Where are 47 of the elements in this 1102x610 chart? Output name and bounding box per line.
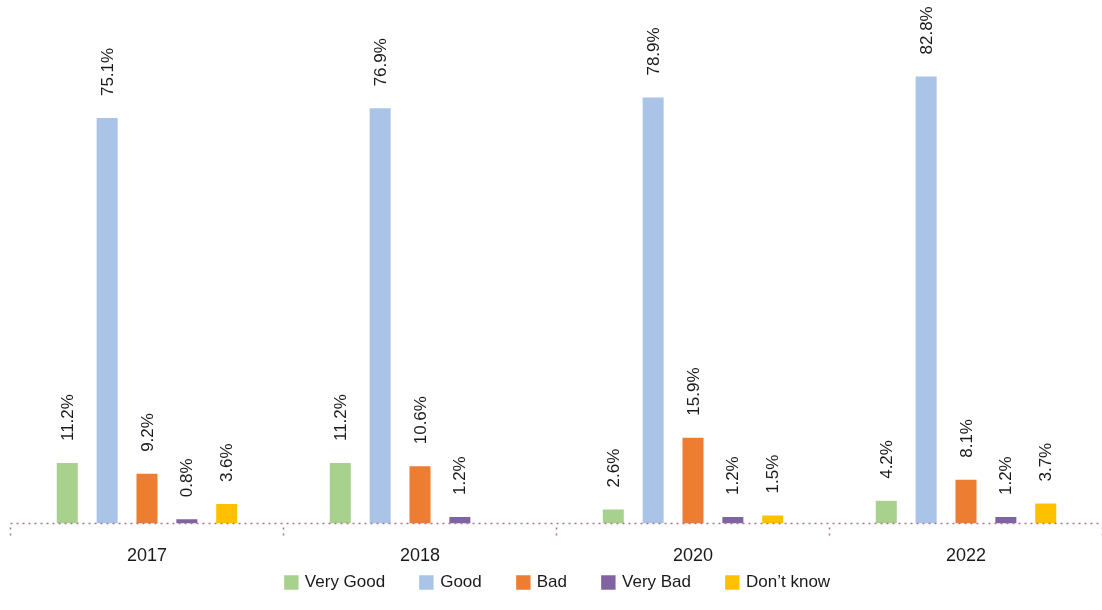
data-label: 78.9%: [643, 27, 663, 76]
data-label: 3.6%: [217, 443, 237, 483]
bar: [915, 76, 937, 524]
data-label: 15.9%: [683, 367, 703, 416]
legend-label: Very Bad: [622, 572, 692, 592]
data-label: 11.2%: [57, 394, 77, 442]
data-label: 82.8%: [916, 6, 936, 55]
bar: [449, 517, 471, 524]
bar: [56, 463, 78, 524]
bar: [762, 515, 784, 524]
bar: [329, 463, 351, 524]
data-label: 4.2%: [876, 440, 896, 479]
data-label: 2.6%: [603, 448, 623, 488]
data-label: 1.2%: [996, 456, 1016, 496]
data-label: 1.2%: [450, 456, 470, 496]
data-label: 10.6%: [410, 396, 430, 445]
legend-label: Bad: [536, 572, 568, 592]
bar: [602, 509, 624, 524]
bar: [96, 118, 118, 524]
bar: [1035, 503, 1057, 524]
data-label: 11.2%: [330, 394, 350, 442]
bar: [995, 517, 1017, 524]
legend-label: Good: [440, 572, 482, 592]
bar: [875, 500, 897, 524]
x-tick-label: 2017: [126, 544, 168, 565]
bar: [955, 479, 977, 524]
legend-label: Very Good: [304, 572, 386, 592]
bar: [682, 437, 704, 524]
data-label: 76.9%: [370, 38, 390, 87]
bar: [216, 504, 238, 524]
x-tick-label: 2020: [672, 544, 714, 565]
bar: [136, 473, 158, 524]
bar: [642, 97, 664, 524]
data-label: 8.1%: [956, 419, 976, 458]
data-label: 1.5%: [763, 454, 783, 494]
data-label: 9.2%: [137, 413, 157, 452]
data-label: 3.7%: [1036, 442, 1056, 482]
legend-label: Don’t know: [746, 572, 831, 592]
bar: [369, 108, 391, 524]
bar: [409, 466, 431, 524]
x-tick-label: 2022: [945, 544, 987, 565]
bar: [722, 517, 744, 524]
data-label: 1.2%: [723, 456, 743, 496]
bar: [176, 519, 198, 524]
data-label: 75.1%: [97, 47, 117, 97]
x-tick-label: 2018: [399, 544, 441, 565]
data-label: 0.8%: [177, 458, 197, 498]
